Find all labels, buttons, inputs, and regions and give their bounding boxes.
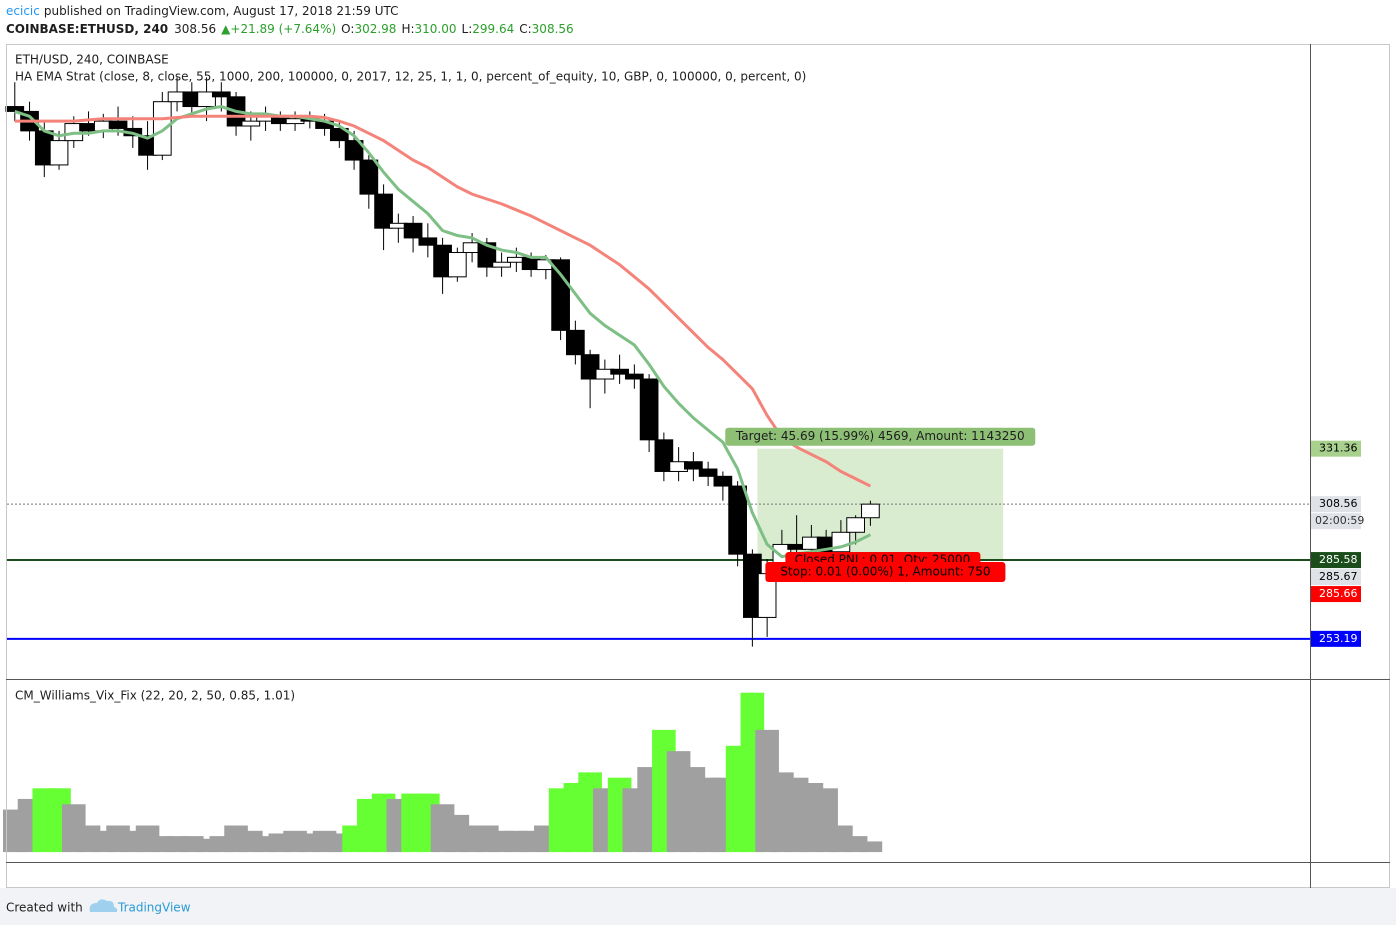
o-label: O: [341,22,354,36]
target-label-bg [725,427,1036,446]
header-line-2: COINBASE:ETHUSD, 240 308.56 ▲+21.89 (+7.64… [6,22,574,36]
h-label: H: [401,22,414,36]
price-tag: 285.66 [1319,587,1358,600]
candle-body [728,485,747,555]
c-label: C: [519,22,531,36]
price-tag-bg [1311,569,1361,586]
target-label: Target: 45.69 (15.99%) 4569, Amount: 114… [735,429,1025,443]
published: published on TradingView.com, August 17,… [44,4,399,18]
candle-body [566,329,585,356]
strategy-legend: HA EMA Strat (close, 8, close, 55, 1000,… [15,70,806,84]
candle-body [610,368,629,375]
author[interactable]: ecicic [6,4,40,18]
candle-body [5,106,25,112]
countdown: 02:00:59 [1315,514,1364,527]
candle-body [49,140,69,166]
marks [2,77,883,853]
price-tag: 285.58 [1319,553,1358,566]
brand-logo[interactable] [89,899,118,912]
price-tag-bg [1311,630,1361,647]
candle-body [344,140,364,161]
price-tag-bg [1311,496,1361,513]
candle-body [861,503,880,519]
candle-body [403,222,423,239]
symbol: COINBASE:ETHUSD, 240 [6,22,168,36]
candle-body [639,378,659,441]
h-value: 310.00 [415,22,457,36]
ema-line [14,105,872,559]
price-tag-bg [1311,586,1361,603]
candle-body [492,261,511,268]
price-tag: 331.36 [1319,442,1358,455]
vix-bar [858,841,883,853]
candle-body [152,101,172,156]
footer-brand[interactable]: TradingView [117,901,191,915]
candle-body [108,120,128,129]
candle-body [580,354,600,380]
candle-body [684,461,703,470]
candle-body [698,468,718,477]
o-value: 302.98 [354,22,396,36]
indicator-title: CM_Williams_Vix_Fix (22, 20, 2, 50, 0.85… [15,689,295,703]
price-tag: 308.56 [1319,497,1358,510]
price-tag: 253.19 [1319,632,1358,645]
price-tag-bg [1311,552,1361,569]
candle-body [551,259,570,331]
candle-body [211,91,231,98]
l-label: L: [462,22,473,36]
countdown-bg [1311,513,1361,530]
l-value: 299.64 [472,22,514,36]
price-tag: 285.67 [1319,570,1358,583]
candle-body [713,475,733,487]
candle-body [374,193,393,229]
candle-body [197,91,216,108]
header-line-1: ecicic published on TradingView.com, Augu… [6,4,399,18]
chart-title: ETH/USD, 240, COINBASE [15,53,169,67]
labels: Target: 45.69 (15.99%) 4569, Amount: 114… [725,427,1364,647]
candle-body [846,517,865,533]
footer-band [0,888,1396,925]
c-value: 308.56 [532,22,574,36]
candle-body [625,373,644,380]
candle-body [654,439,674,472]
candle-body [241,120,261,127]
candle-body [359,159,379,195]
overlays [7,448,1310,640]
candle-body [447,252,467,278]
footer-created: Created with [6,901,83,915]
stop-label: Stop: 0.01 (0.00%) 1, Amount: 750 [780,565,990,579]
candle-body [329,127,349,142]
chart-frame [6,44,1390,888]
ema-line [14,114,872,488]
stop-label-bg [765,562,1006,583]
last-price: 308.56 [174,22,216,36]
price-tag-bg [1311,440,1361,457]
change: ▲+21.89 (+7.64%) [221,22,336,36]
candle-body [477,242,497,268]
candle-body [418,237,438,246]
